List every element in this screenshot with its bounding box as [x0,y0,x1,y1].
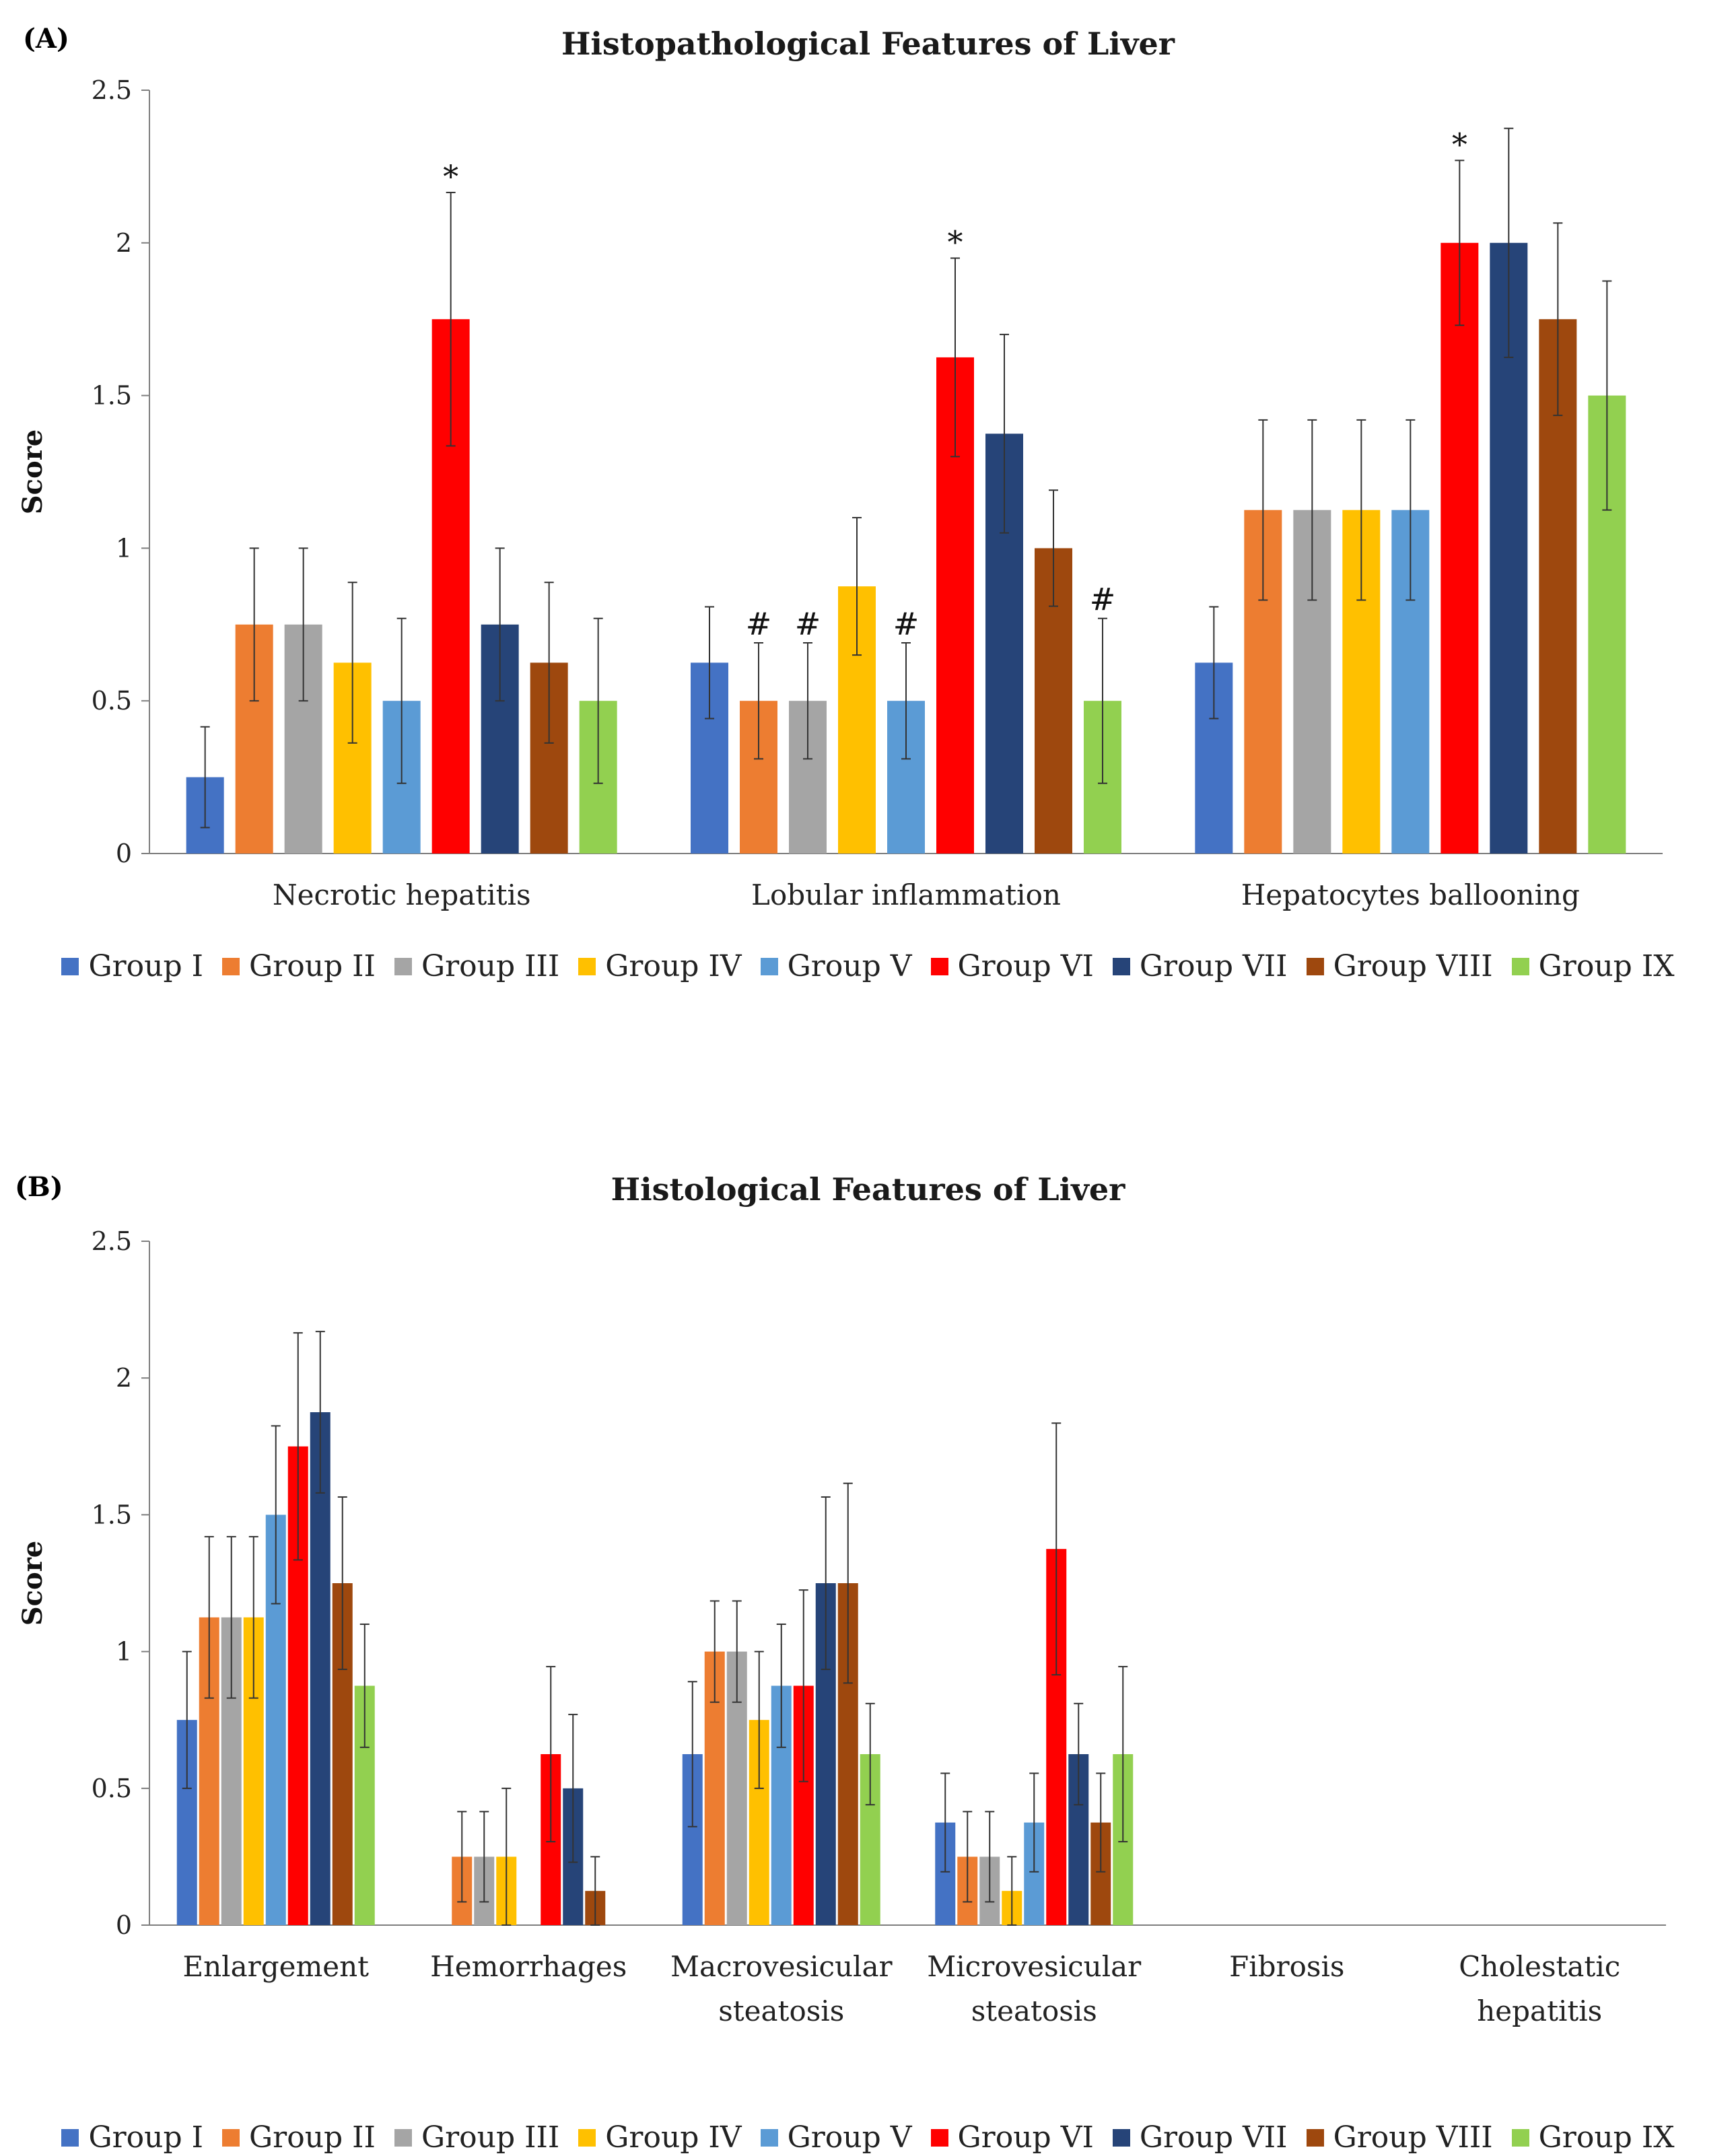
category-label: Enlargement [182,1950,369,1983]
panel-b: (B) Histological Features of Liver Score… [0,1144,1736,2156]
y-tick-label: 0 [116,839,132,868]
legend-swatch [1306,2128,1324,2147]
legend-item: Group VIII [1306,2120,1493,2155]
significance-marker: # [1090,582,1116,618]
legend-swatch [1511,2128,1529,2147]
legend-item: Group V [760,2120,912,2155]
y-tick-label: 1.5 [92,1500,132,1529]
legend-swatch [760,2128,778,2147]
chart-b: Score 0 0.5 1 1.5 2 2.5 Enlargement Hemorrhages M… [17,1226,1666,2027]
legend-swatch [222,2128,240,2147]
legend-label: Group V [787,2120,912,2155]
legend-label: Group VII [1139,949,1288,983]
legend-item: Group VI [930,2120,1094,2155]
legend-swatch [578,2128,596,2147]
legend-label: Group I [88,2120,204,2155]
legend-swatch [1511,957,1529,975]
legend-item: Group VIII [1306,949,1493,983]
legend-item: Group III [394,949,559,983]
legend-item: Group III [394,2120,559,2155]
legend-label: Group VI [957,2120,1094,2155]
legend-label: Group III [421,2120,560,2155]
legend-swatch [930,2128,948,2147]
category-label: Hemorrhages [430,1950,627,1983]
y-tick-label: 0.5 [92,686,132,716]
legend-swatch [1112,2128,1130,2147]
legend-item: Group IV [578,2120,742,2155]
panel-label: (B) [15,1171,63,1203]
legend: Group I Group II Group III Group IV Group V G… [0,2120,1736,2155]
legend-swatch [61,957,79,975]
y-tick-label: 1 [116,533,132,563]
legend-label: Group V [787,949,912,983]
legend-item: Group IV [578,949,742,983]
significance-marker: * [443,158,458,195]
y-tick-label: 2 [116,228,132,258]
y-tick-label: 0 [116,1910,132,1940]
y-tick-label: 1 [116,1637,132,1667]
y-axis-label: Score [17,1541,48,1626]
legend-item: Group IX [1511,2120,1675,2155]
category-label: Cholestatic [1459,1950,1620,1983]
bar [310,1412,331,1925]
category-label: Necrotic hepatitis [273,878,531,911]
legend-item: Group I [61,949,203,983]
legend-label: Group IX [1538,2120,1675,2155]
category-label: Lobular inflammation [751,878,1061,911]
panel-label: (A) [23,23,69,55]
legend-label: Group III [421,949,560,983]
bar [1440,242,1479,854]
legend-label: Group II [249,2120,376,2155]
legend-label: Group VII [1139,2120,1288,2155]
legend-label: Group IV [605,949,742,983]
y-tick-label: 0.5 [92,1774,132,1803]
legend-swatch [1112,957,1130,975]
legend-label: Group II [249,949,376,983]
legend-swatch [1306,957,1324,975]
y-tick-label: 2.5 [92,1226,132,1256]
legend-swatch [61,2128,79,2147]
legend-label: Group VI [957,949,1094,983]
chart-a: Score 0 0.5 1 1.5 2 2.5 * Necrotic hepatitis # # # *… [17,75,1663,911]
legend-item: Group II [222,2120,376,2155]
significance-marker: # [795,606,821,642]
significance-marker: # [746,606,772,642]
legend-item: Group VII [1112,949,1288,983]
panel-a: (A) Histopathological Features of Liver … [0,0,1736,1077]
legend-item: Group II [222,949,376,983]
legend-item: Group V [760,949,912,983]
legend-label: Group VIII [1333,2120,1493,2155]
legend: Group I Group II Group III Group IV Group V G… [0,949,1736,983]
legend-swatch [760,957,778,975]
chart-title: Histological Features of Liver [611,1171,1125,1208]
y-tick-label: 2.5 [92,75,132,105]
legend-label: Group VIII [1333,949,1493,983]
legend-swatch [394,2128,412,2147]
significance-marker: # [893,606,919,642]
legend-swatch [222,957,240,975]
legend-swatch [930,957,948,975]
legend-label: Group IV [605,2120,742,2155]
y-axis-label: Score [17,429,48,514]
legend-label: Group IX [1538,949,1675,983]
significance-marker: * [948,223,963,260]
legend-item: Group I [61,2120,203,2155]
category-label: hepatitis [1477,1994,1602,2027]
category-label: steatosis [971,1994,1097,2027]
category-label: steatosis [718,1994,844,2027]
category-label: Hepatocytes ballooning [1241,878,1580,911]
significance-marker: * [1452,126,1467,162]
y-tick-label: 1.5 [92,381,132,411]
legend-label: Group I [88,949,204,983]
legend-swatch [578,957,596,975]
legend-swatch [394,957,412,975]
legend-item: Group VI [930,949,1094,983]
category-label: Fibrosis [1229,1950,1344,1983]
category-label: Microvesicular [927,1950,1142,1983]
y-tick-label: 2 [116,1363,132,1393]
category-label: Macrovesicular [670,1950,893,1983]
legend-item: Group IX [1511,949,1675,983]
legend-item: Group VII [1112,2120,1288,2155]
chart-title: Histopathological Features of Liver [561,26,1175,62]
